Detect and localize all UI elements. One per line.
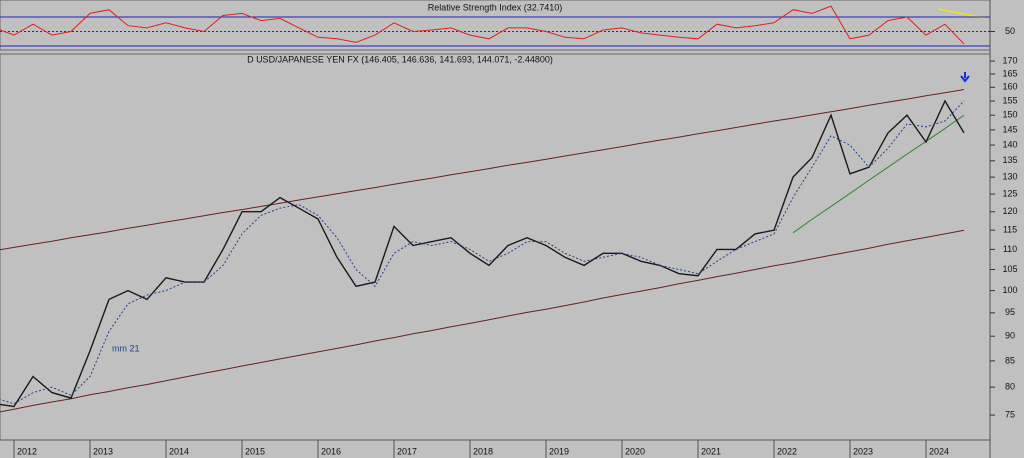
y-tick-label: 165 [1002,68,1017,78]
y-tick-label: 125 [1002,188,1017,198]
y-tick-label: 80 [1005,382,1015,392]
y-tick-label: 135 [1002,155,1017,165]
price-line [0,99,965,408]
top-arrow [960,72,970,83]
trendline [0,229,965,413]
y-tick-label: 105 [1002,264,1017,274]
price-title: D USD/JAPANESE YEN FX (146.405, 146.636,… [247,54,553,64]
x-tick-label: 2021 [701,446,721,456]
rsi-title: Relative Strength Index (32.7410) [428,2,563,12]
y-tick-label: 90 [1005,331,1015,341]
y-tick-label: 100 [1002,285,1017,295]
x-tick-label: 2018 [473,446,493,456]
rsi-line [0,5,965,45]
y-tick-label: 115 [1003,225,1017,235]
x-tick-label: 2024 [929,446,949,456]
trendline [0,89,965,251]
y-tick-label: 145 [1002,124,1017,134]
y-tick-label: 140 [1002,139,1017,149]
x-tick-label: 2019 [549,446,569,456]
x-tick-label: 2016 [321,446,341,456]
x-tick-label: 2017 [397,446,417,456]
x-tick-label: 2015 [245,446,265,456]
y-tick-label: 75 [1005,409,1015,419]
x-tick-label: 2012 [17,446,37,456]
ma-line [0,100,965,405]
price-panel [0,53,991,441]
y-tick-label: 120 [1002,206,1017,216]
ma-annotation: mm 21 [112,343,140,353]
x-tick-label: 2013 [93,446,113,456]
y-tick-label: 155 [1002,95,1017,105]
y-tick-label: 160 [1002,82,1017,92]
x-tick-label: 2022 [777,446,797,456]
y-tick-label: 150 [1002,110,1017,120]
x-tick-label: 2023 [853,446,873,456]
y-tick-label: 50 [1005,26,1015,36]
y-tick-label: 130 [1002,171,1017,181]
y-tick-label: 170 [1002,55,1017,65]
y-tick-label: 95 [1005,307,1015,317]
y-tick-label: 110 [1003,244,1017,254]
x-tick-label: 2014 [169,446,189,456]
x-tick-label: 2020 [625,446,645,456]
y-tick-label: 85 [1005,355,1015,365]
trendline [792,114,965,234]
